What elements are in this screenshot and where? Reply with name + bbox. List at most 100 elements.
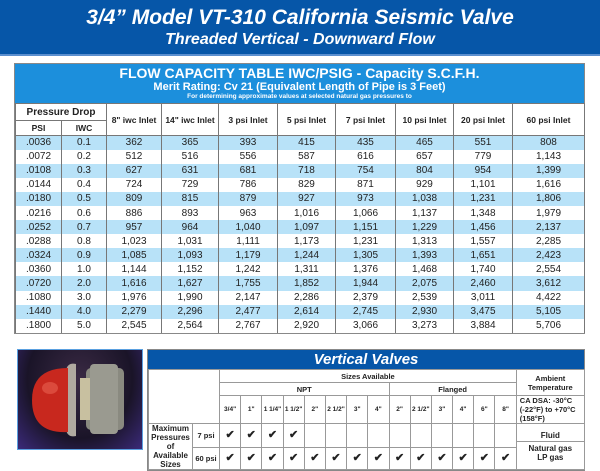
table-row: .0288 0.8 1,023 1,031 1,111 1,173 1,231 1,313 1,… (15, 234, 586, 249)
vertical-valves-title: Vertical Valves (148, 350, 584, 369)
table-cell: 779 (453, 149, 514, 164)
check-icon: ✔ (367, 446, 390, 471)
table-cell: 2,539 (395, 290, 455, 305)
table-row: .1080 3.0 1,976 1,990 2,147 2,286 2,379 2,539 3,… (15, 290, 586, 305)
table-cell: 393 (218, 135, 279, 150)
empty-cell (473, 423, 496, 448)
table-cell: .0216 (15, 205, 62, 221)
table-cell: .0288 (15, 234, 62, 249)
table-cell: 1,111 (218, 234, 279, 249)
table-cell: .0036 (15, 135, 62, 150)
merit-rating: Merit Rating: Cv 21 (Equivalent Length o… (153, 81, 446, 93)
table-cell: 815 (161, 191, 220, 206)
table-cell: 1,231 (453, 191, 514, 206)
page-subtitle: Threaded Vertical - Downward Flow (165, 31, 435, 48)
table-cell: 2,147 (218, 290, 279, 305)
check-icon: ✔ (218, 446, 242, 471)
table-cell: 365 (161, 135, 220, 150)
table-cell: 964 (161, 220, 220, 235)
table-cell: 627 (106, 163, 163, 178)
table-cell: 2,564 (161, 318, 220, 333)
size-header: 3" (430, 395, 454, 424)
table-cell: 2,545 (106, 318, 163, 333)
table-cell: .1440 (15, 304, 62, 319)
table-cell: 1,152 (161, 262, 220, 277)
table-row: .0108 0.3 627 631 681 718 754 804 954 1,399 (15, 163, 586, 178)
table-cell: 957 (106, 220, 163, 235)
table-cell: 1,244 (277, 248, 337, 263)
table-cell: 829 (277, 177, 337, 192)
size-header: 2 1/2" (324, 395, 348, 424)
table-cell: 2,279 (106, 304, 163, 319)
npt-header: NPT (219, 382, 390, 396)
table-cell: 3,066 (335, 318, 397, 333)
table-row: .0144 0.4 724 729 786 829 871 929 1,101 1,616 (15, 177, 586, 192)
table-cell: 1,557 (453, 234, 514, 249)
size-header: 2" (303, 395, 326, 424)
table-cell: .0252 (15, 220, 62, 235)
table-row: .0036 0.1 362 365 393 415 435 465 551 808 (15, 135, 586, 150)
check-icon: ✔ (240, 446, 263, 471)
table-cell: 556 (218, 149, 279, 164)
column-header: 10 psi Inlet (395, 103, 455, 136)
empty-cell (494, 423, 517, 448)
table-cell: 1,101 (453, 177, 514, 192)
table-cell: 362 (106, 135, 163, 150)
seismic-valve-image (32, 363, 124, 437)
table-cell: 2,767 (218, 318, 279, 333)
table-cell: 1,144 (106, 262, 163, 277)
table-cell: 2,075 (395, 276, 455, 291)
table-cell: 893 (161, 205, 220, 221)
table-cell: 616 (335, 149, 397, 164)
table-row: .1800 5.0 2,545 2,564 2,767 2,920 3,066 3,273 3,… (15, 318, 586, 333)
table-cell: 3,612 (512, 276, 586, 291)
table-row: .0072 0.2 512 516 556 587 616 657 779 1,143 (15, 149, 586, 164)
table-cell: 5,706 (512, 318, 586, 333)
table-cell: 1,348 (453, 205, 514, 221)
table-cell: 2,286 (277, 290, 337, 305)
check-icon: ✔ (346, 446, 369, 471)
size-header: 4" (452, 395, 475, 424)
table-cell: 2,460 (453, 276, 514, 291)
page-title: 3/4” Model VT-310 California Seismic Val… (86, 6, 514, 29)
table-cell: 2,423 (512, 248, 586, 263)
table-cell: 3,475 (453, 304, 514, 319)
table-cell: 1,456 (453, 220, 514, 235)
check-icon: ✔ (240, 423, 263, 448)
table-cell: 3,884 (453, 318, 514, 333)
flanged-header: Flanged (388, 382, 517, 396)
table-cell: 2,137 (512, 220, 586, 235)
check-icon: ✔ (473, 446, 496, 471)
table-cell: 1,031 (161, 234, 220, 249)
table-row: .0360 1.0 1,144 1,152 1,242 1,311 1,376 1,468 1,… (15, 262, 586, 277)
size-header: 8" (494, 395, 517, 424)
table-cell: 0.5 (60, 191, 108, 206)
table-cell: 631 (161, 163, 220, 178)
table-row: .0720 2.0 1,616 1,627 1,755 1,852 1,944 2,075 2,… (15, 276, 586, 291)
table-cell: 1,627 (161, 276, 220, 291)
table-cell: 0.9 (60, 248, 108, 263)
table-row: .0216 0.6 886 893 963 1,016 1,066 1,137 1,348 1,9… (15, 205, 586, 221)
empty-cell (409, 423, 432, 448)
column-header: 8" iwc Inlet (106, 103, 163, 136)
table-cell: 415 (277, 135, 337, 150)
table-cell: .0180 (15, 191, 62, 206)
check-icon: ✔ (282, 446, 305, 471)
ambient-temperature-value: CA DSA: -30°C (-22°F) to +70°C (158°F) (515, 395, 585, 424)
size-header: 1 1/2" (282, 395, 305, 424)
table-cell: 1,852 (277, 276, 337, 291)
table-cell: 3,011 (453, 290, 514, 305)
column-header: 7 psi Inlet (335, 103, 397, 136)
table-cell: 1,990 (161, 290, 220, 305)
table-cell: 786 (218, 177, 279, 192)
table-cell: 804 (395, 163, 455, 178)
table-cell: 512 (106, 149, 163, 164)
table-cell: 808 (512, 135, 586, 150)
check-icon: ✔ (324, 446, 348, 471)
table-cell: 1,806 (512, 191, 586, 206)
size-header: 3" (346, 395, 369, 424)
ambient-temperature-header: Ambient Temperature (515, 369, 585, 396)
size-header: 1 1/4" (261, 395, 284, 424)
table-cell: 3.0 (60, 290, 108, 305)
table-row: .0180 0.5 809 815 879 927 973 1,038 1,231 1,806 (15, 191, 586, 206)
